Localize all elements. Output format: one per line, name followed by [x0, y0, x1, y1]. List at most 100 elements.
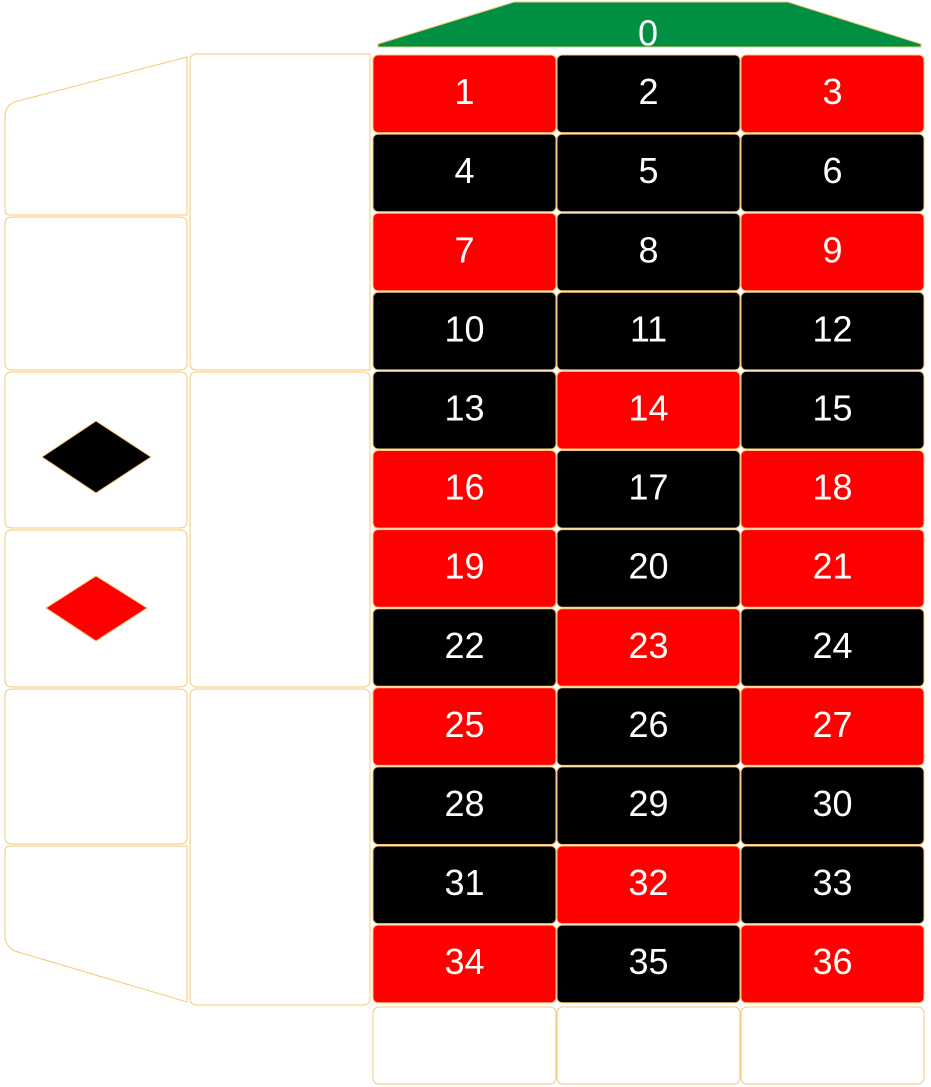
black-diamond-icon	[41, 420, 152, 494]
number-cell-7[interactable]: 7	[372, 212, 557, 292]
number-cell-32[interactable]: 32	[556, 845, 741, 925]
number-label: 16	[444, 467, 484, 508]
number-cell-35[interactable]: 35	[556, 924, 741, 1004]
number-cell-background	[740, 450, 925, 529]
number-label: 20	[628, 546, 668, 587]
number-cell-2[interactable]: 2	[556, 54, 741, 134]
number-label: 17	[628, 467, 668, 508]
number-cell-23[interactable]: 23	[556, 608, 741, 687]
number-label: 27	[812, 704, 852, 745]
number-cell-16[interactable]: 16	[372, 450, 557, 529]
number-label: 25	[444, 704, 484, 745]
number-cell-34[interactable]: 34	[372, 924, 557, 1004]
number-cell-31[interactable]: 31	[372, 845, 557, 925]
number-label: 34	[444, 941, 484, 982]
number-cell-background	[740, 687, 925, 766]
number-cell-background	[740, 529, 925, 608]
number-cell-4[interactable]: 4	[372, 133, 557, 213]
number-label: 22	[444, 625, 484, 666]
bet-column-1[interactable]	[372, 1006, 557, 1085]
number-cell-background	[556, 133, 741, 213]
number-cell-27[interactable]: 27	[740, 687, 925, 766]
number-cell-21[interactable]: 21	[740, 529, 925, 608]
bet-third-dozen[interactable]	[189, 688, 371, 1006]
number-cell-background	[740, 54, 925, 134]
bet-even[interactable]	[4, 216, 188, 371]
number-cell-26[interactable]: 26	[556, 687, 741, 766]
number-cell-14[interactable]: 14	[556, 370, 741, 450]
number-cell-background	[372, 54, 557, 134]
number-cell-1[interactable]: 1	[372, 54, 557, 134]
number-cell-6[interactable]: 6	[740, 133, 925, 213]
number-cell-background	[372, 370, 557, 450]
bet-second-dozen[interactable]	[189, 371, 371, 688]
number-cell-30[interactable]: 30	[740, 766, 925, 846]
number-label: 19	[444, 546, 484, 587]
number-label: 5	[638, 150, 658, 191]
number-cell-15[interactable]: 15	[740, 370, 925, 450]
number-cell-background	[372, 845, 557, 925]
number-cell-28[interactable]: 28	[372, 766, 557, 846]
outside-bets-left	[4, 56, 188, 1003]
number-cell-5[interactable]: 5	[556, 133, 741, 213]
number-cell-background	[740, 924, 925, 1004]
number-cell-background	[740, 212, 925, 292]
number-cell-background	[740, 133, 925, 213]
number-cell-11[interactable]: 11	[556, 291, 741, 371]
bet-first-dozen[interactable]	[189, 53, 371, 371]
zero-cell[interactable]: 0	[377, 1, 922, 54]
number-cell-background	[372, 291, 557, 371]
number-cell-background	[740, 291, 925, 371]
number-label: 32	[628, 862, 668, 903]
bet-column-2[interactable]	[556, 1006, 741, 1085]
number-label: 13	[444, 387, 484, 428]
number-label: 9	[822, 229, 842, 270]
number-cell-background	[372, 529, 557, 608]
number-cell-background	[372, 133, 557, 213]
number-label: 4	[454, 150, 474, 191]
number-label: 18	[812, 467, 852, 508]
number-cell-33[interactable]: 33	[740, 845, 925, 925]
bet-column-3[interactable]	[740, 1006, 925, 1085]
bet-1-to-18[interactable]	[4, 56, 188, 216]
number-cell-17[interactable]: 17	[556, 450, 741, 529]
number-cell-background	[556, 54, 741, 134]
number-cell-22[interactable]: 22	[372, 608, 557, 687]
number-cell-10[interactable]: 10	[372, 291, 557, 371]
number-cell-8[interactable]: 8	[556, 212, 741, 292]
number-label: 23	[628, 625, 668, 666]
number-cell-background	[556, 845, 741, 925]
number-cell-background	[372, 608, 557, 687]
number-cell-background	[556, 924, 741, 1004]
number-cell-3[interactable]: 3	[740, 54, 925, 134]
number-cell-9[interactable]: 9	[740, 212, 925, 292]
number-cell-background	[556, 687, 741, 766]
number-label: 1	[454, 71, 474, 112]
number-cell-background	[372, 924, 557, 1004]
number-label: 30	[812, 783, 852, 824]
number-label: 11	[630, 308, 667, 349]
number-cell-29[interactable]: 29	[556, 766, 741, 846]
number-cell-25[interactable]: 25	[372, 687, 557, 766]
bet-19-to-36[interactable]	[4, 845, 188, 1003]
number-label: 15	[812, 387, 852, 428]
number-label: 8	[638, 229, 658, 270]
number-cell-background	[740, 608, 925, 687]
number-label: 3	[822, 71, 842, 112]
number-cell-24[interactable]: 24	[740, 608, 925, 687]
zero-label: 0	[638, 13, 658, 54]
number-label: 36	[812, 941, 852, 982]
number-cell-13[interactable]: 13	[372, 370, 557, 450]
number-cell-20[interactable]: 20	[556, 529, 741, 608]
number-cell-36[interactable]: 36	[740, 924, 925, 1004]
number-label: 10	[444, 308, 484, 349]
number-cell-background	[372, 766, 557, 846]
number-label: 7	[454, 229, 474, 270]
number-cell-19[interactable]: 19	[372, 529, 557, 608]
number-label: 35	[628, 941, 668, 982]
number-cell-12[interactable]: 12	[740, 291, 925, 371]
number-cell-18[interactable]: 18	[740, 450, 925, 529]
red-diamond-icon	[45, 575, 148, 642]
bet-odd[interactable]	[4, 688, 188, 845]
